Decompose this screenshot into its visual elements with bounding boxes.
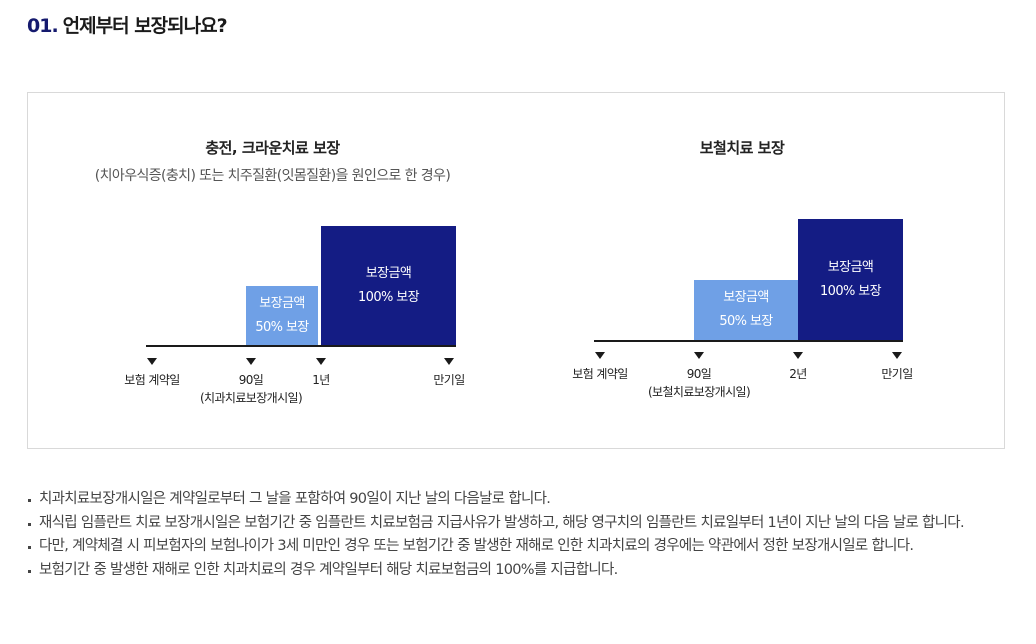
coverage-bar-50: 보장금액 50% 보장 — [246, 286, 318, 345]
bar-value: 100% 보장 — [357, 289, 420, 305]
down-triangle-icon — [246, 358, 256, 365]
bar-label: 보장금액 — [365, 265, 412, 281]
panel-filling-crown: 충전, 크라운치료 보장 (치아우식증(충치) 또는 치주질환(잇몸질환)을 원… — [28, 93, 517, 448]
down-triangle-icon — [595, 352, 605, 359]
tick-label-maturity: 만기일 — [433, 373, 465, 387]
panel-title: 보철치료 보장 — [699, 139, 785, 157]
down-triangle-icon — [892, 352, 902, 359]
coverage-bar-100: 보장금액 100% 보장 — [798, 219, 903, 340]
coverage-bar-50: 보장금액 50% 보장 — [694, 280, 798, 340]
bar-value: 50% 보장 — [255, 319, 309, 335]
tick-label-contract: 보험 계약일 — [124, 373, 180, 387]
panel-title: 충전, 크라운치료 보장 — [205, 139, 340, 157]
timeline-axis — [594, 340, 903, 342]
section-number: 01. — [27, 15, 59, 37]
timeline-axis — [146, 345, 456, 347]
tick-label-contract: 보험 계약일 — [572, 367, 628, 381]
section-heading: 01. 언제부터 보장되나요? — [27, 11, 228, 38]
section-title: 언제부터 보장되나요? — [62, 15, 228, 37]
bar-label: 보장금액 — [723, 290, 769, 305]
tick-label-maturity: 만기일 — [881, 367, 913, 381]
down-triangle-icon — [147, 358, 157, 365]
note-item: 치과치료보장개시일은 계약일로부터 그 날을 포함하여 90일이 지난 날의 다… — [27, 488, 1007, 512]
panel-subtitle: (치아우식증(충치) 또는 치주질환(잇몸질환)을 원인으로 한 경우) — [94, 168, 451, 184]
notes-list: 치과치료보장개시일은 계약일로부터 그 날을 포함하여 90일이 지난 날의 다… — [27, 488, 1007, 582]
bar-label: 보장금액 — [259, 295, 305, 311]
note-item: 보험기간 중 발생한 재해로 인한 치과치료의 경우 계약일부터 해당 치료보험… — [27, 559, 1007, 583]
down-triangle-icon — [316, 358, 326, 365]
tick-sublabel: (보철치료보장개시일) — [647, 385, 751, 399]
bar-value: 50% 보장 — [719, 314, 773, 329]
down-triangle-icon — [694, 352, 704, 359]
tick-label-90days: 90일 (보철치료보장개시일) — [647, 367, 751, 399]
coverage-diagram-box: 충전, 크라운치료 보장 (치아우식증(충치) 또는 치주질환(잇몸질환)을 원… — [27, 92, 1005, 449]
tick-sublabel: (치과치료보장개시일) — [199, 391, 303, 405]
note-item: 재식립 임플란트 치료 보장개시일은 보험기간 중 임플란트 치료보험금 지급사… — [27, 512, 1007, 536]
note-item: 다만, 계약체결 시 피보험자의 보험나이가 3세 미만인 경우 또는 보험기간… — [27, 535, 1007, 559]
bar-label: 보장금액 — [827, 259, 874, 275]
tick-label-90days: 90일 (치과치료보장개시일) — [199, 373, 303, 405]
tick-label-1year: 1년 — [312, 373, 330, 387]
panel-prosthetic: 보철치료 보장 보장금액 50% 보장 보장금액 100% 보장 보험 계약일 … — [517, 93, 1006, 448]
down-triangle-icon — [793, 352, 803, 359]
tick-label-2years: 2년 — [789, 367, 807, 381]
bar-value: 100% 보장 — [819, 283, 882, 299]
coverage-bar-100: 보장금액 100% 보장 — [321, 226, 456, 345]
down-triangle-icon — [444, 358, 454, 365]
